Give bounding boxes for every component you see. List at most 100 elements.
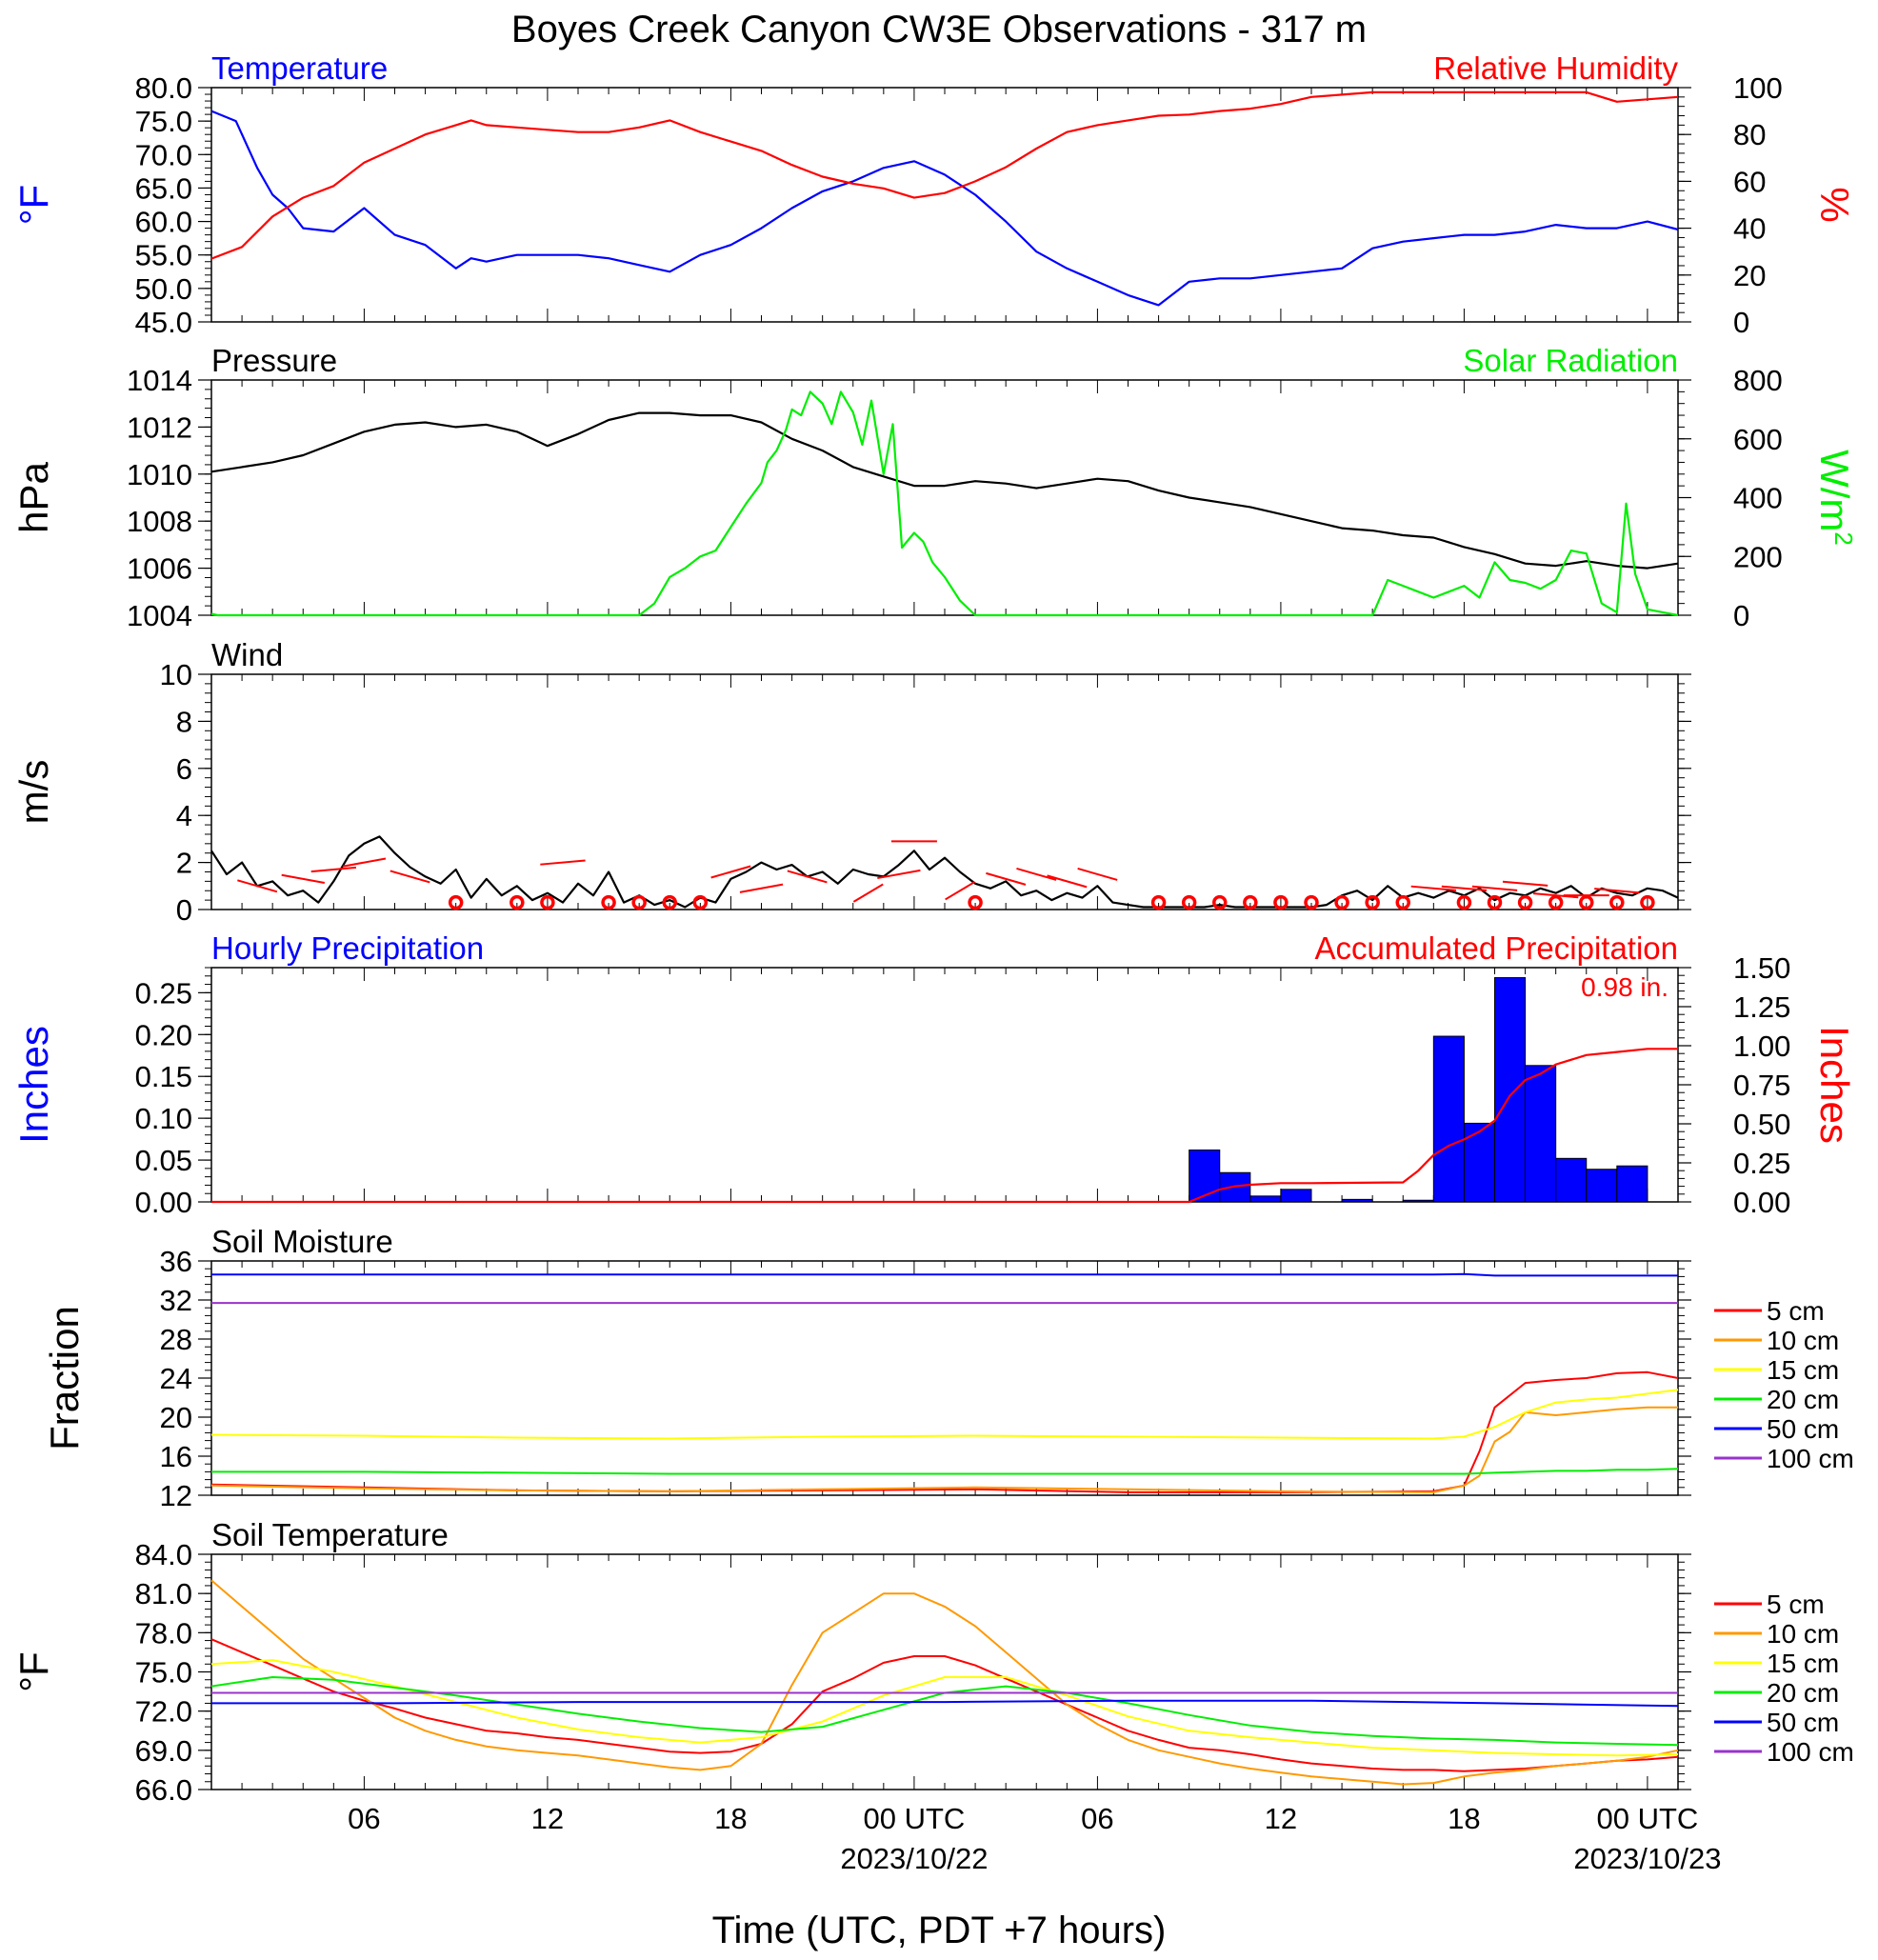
- calm-wind-circle: [1609, 894, 1625, 910]
- wind-direction-mark: [877, 869, 921, 880]
- y-tick-label-left: 0: [176, 893, 192, 927]
- plot-frame: [210, 673, 1679, 910]
- y-tick-label-left: 72.0: [135, 1695, 192, 1729]
- calm-wind-circle: [1181, 894, 1197, 910]
- precip-bar: [1249, 1195, 1282, 1203]
- accumulated-annotation: 0.98 in.: [1581, 972, 1668, 1002]
- y-tick-label-left: 60.0: [135, 206, 192, 239]
- precip-bar: [1463, 1122, 1495, 1203]
- y-tick-label-left: 0.15: [135, 1060, 192, 1093]
- y-tick-label-right: 0.75: [1733, 1069, 1790, 1102]
- calm-wind-circle: [1273, 894, 1289, 910]
- legend-label: 100 cm: [1767, 1737, 1854, 1767]
- calm-wind-circle: [968, 894, 983, 910]
- y-tick-label-left: 1012: [127, 410, 192, 444]
- x-tick-label: 00 UTC: [864, 1802, 966, 1835]
- y-axis-label-right: Inches: [1812, 1026, 1857, 1144]
- unit-superscript: 2: [1829, 531, 1858, 545]
- legend-label: 100 cm: [1767, 1444, 1854, 1473]
- y-tick-label-left: 78.0: [135, 1616, 192, 1650]
- y-tick-label-left: 24: [160, 1362, 192, 1395]
- soil-temperature-panel: 66.0 69.0 72.0 75.0 78.0 81.0 84.0 Soil Tempera…: [11, 1517, 1854, 1807]
- y-tick-label-right: 40: [1733, 212, 1766, 246]
- calm-wind-circle: [448, 894, 464, 910]
- calm-wind-circle: [1548, 894, 1564, 910]
- panel-title-left: Hourly Precipitation: [211, 930, 484, 966]
- x-tick-label: 12: [1265, 1802, 1297, 1835]
- wind-direction-mark: [1594, 888, 1640, 894]
- y-tick-label-right: 400: [1733, 482, 1783, 515]
- y-tick-label-left: 0.25: [135, 976, 192, 1010]
- calm-wind-circle: [1579, 894, 1594, 910]
- calm-wind-circle: [540, 894, 555, 910]
- precip-bar: [1280, 1189, 1312, 1203]
- y-tick-label-right: 200: [1733, 540, 1783, 573]
- series-line-15-cm: [210, 1659, 1679, 1757]
- y-tick-label-left: 66.0: [135, 1773, 192, 1807]
- time-axis: 06 12 18 00 UTC 2023/10/22 06 12 18 00 UTC 2023/1…: [348, 1802, 1721, 1875]
- y-tick-label-right: 0.25: [1733, 1147, 1790, 1180]
- y-tick-label-right: 1.00: [1733, 1030, 1790, 1063]
- pressure-solar-panel: 1004 1006 1008 1010 1012 1014 0 200 400 600 800 Pre…: [11, 343, 1858, 632]
- calm-wind-circle: [1212, 894, 1228, 910]
- precip-bar: [1555, 1157, 1588, 1203]
- x-tick-label: 18: [1448, 1802, 1480, 1835]
- series-line-50-cm: [211, 1272, 1678, 1277]
- x-tick-label: 12: [531, 1802, 564, 1835]
- x-tick-label: 06: [348, 1802, 380, 1835]
- x-tick-label: 06: [1081, 1802, 1113, 1835]
- precip-bar: [1586, 1169, 1618, 1203]
- y-tick-label-left: 80.0: [135, 71, 192, 105]
- precip-bar: [1432, 1035, 1465, 1203]
- calm-wind-circle: [1640, 894, 1655, 910]
- y-axis-label-left: Inches: [11, 1026, 56, 1144]
- y-axis-label-right: W/m2: [1812, 450, 1858, 546]
- panel-title-left: Soil Moisture: [211, 1224, 393, 1259]
- y-tick-label-left: 1010: [127, 458, 192, 491]
- y-tick-label-left: 1008: [127, 505, 192, 538]
- x-tick-label: 00 UTC: [1597, 1802, 1699, 1835]
- y-tick-label-left: 70.0: [135, 138, 192, 171]
- y-tick-label-left: 69.0: [135, 1734, 192, 1768]
- y-axis-label-left: Fraction: [42, 1306, 87, 1450]
- wind-direction-mark: [310, 866, 357, 873]
- calm-wind-circle: [662, 894, 677, 910]
- y-tick-label-right: 0.50: [1733, 1108, 1790, 1141]
- panel-title-right: Relative Humidity: [1433, 50, 1678, 86]
- y-tick-label-right: 80: [1733, 118, 1766, 151]
- legend-label: 50 cm: [1767, 1414, 1839, 1444]
- y-tick-label-right: 1.50: [1733, 951, 1790, 985]
- y-tick-label-left: 0.20: [135, 1018, 192, 1051]
- legend-label: 10 cm: [1767, 1326, 1839, 1355]
- panel-title-right: Accumulated Precipitation: [1314, 930, 1678, 966]
- precip-bar: [1616, 1165, 1648, 1203]
- y-tick-label-right: 0: [1733, 599, 1749, 632]
- calm-wind-circle: [1487, 894, 1503, 910]
- wind-direction-mark: [852, 883, 884, 903]
- y-tick-label-right: 1.25: [1733, 990, 1790, 1024]
- calm-wind-circle: [601, 894, 616, 910]
- precip-bar: [1494, 977, 1527, 1203]
- y-tick-label-right: 600: [1733, 423, 1783, 456]
- y-axis-label-left: °F: [11, 1651, 56, 1691]
- series-line-15-cm: [210, 1389, 1679, 1440]
- y-tick-label-left: 16: [160, 1440, 192, 1473]
- precip-bar: [1525, 1065, 1557, 1203]
- series-line-10-cm: [210, 1579, 1679, 1786]
- wind-panel: 0 2 4 6 8 10 Wind m/s: [11, 637, 1691, 927]
- figure-title: Boyes Creek Canyon CW3E Observations - 3…: [511, 9, 1367, 50]
- calm-wind-circle: [1243, 894, 1258, 910]
- y-tick-label-left: 50.0: [135, 272, 192, 306]
- y-tick-label-left: 1014: [127, 364, 192, 397]
- y-tick-label-left: 2: [176, 847, 192, 880]
- precip-bar: [1402, 1199, 1434, 1203]
- calm-wind-circle: [1365, 894, 1380, 910]
- plot-frame: [210, 1553, 1679, 1790]
- x-tick-label: 18: [714, 1802, 747, 1835]
- y-tick-label-left: 8: [176, 705, 192, 738]
- legend-label: 50 cm: [1767, 1708, 1839, 1737]
- y-axis-label-right: %: [1812, 187, 1857, 222]
- calm-wind-circle: [1334, 894, 1349, 910]
